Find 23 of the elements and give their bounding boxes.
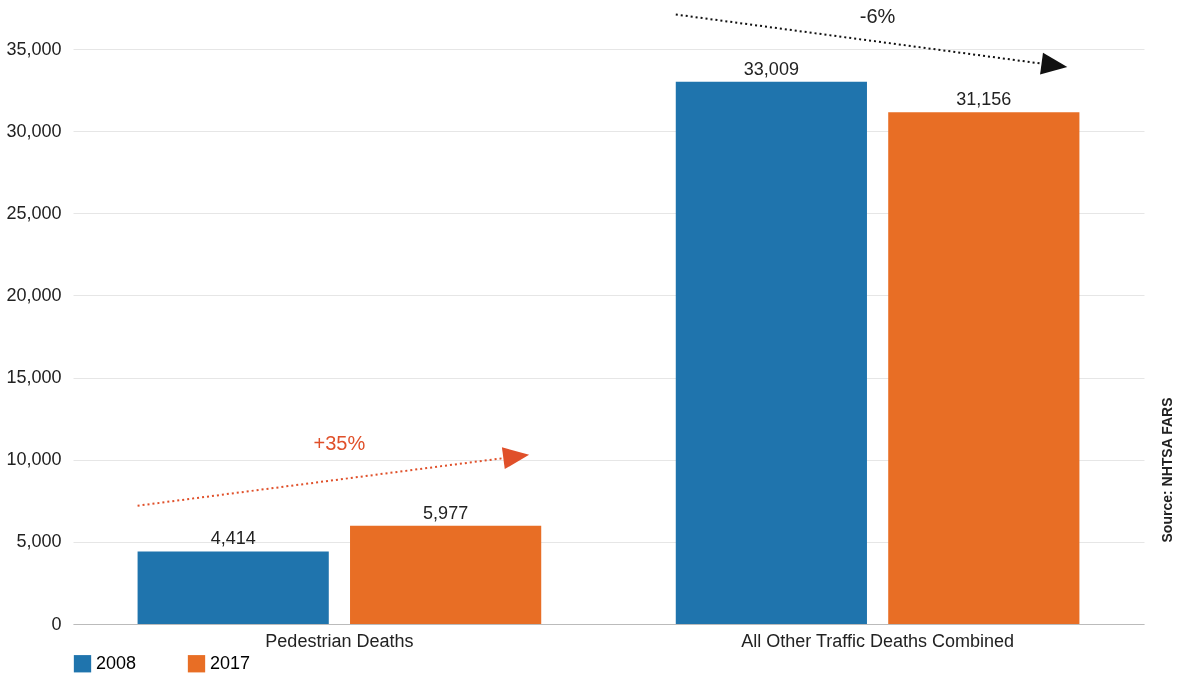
- data-label: 5,977: [423, 502, 469, 523]
- y-tick-label: 20,000: [6, 284, 62, 305]
- bar: [888, 112, 1080, 624]
- x-tick-label: Pedestrian Deaths: [265, 630, 414, 651]
- data-label: 31,156: [956, 89, 1012, 110]
- y-tick-label: 25,000: [6, 202, 62, 223]
- legend-label: 2008: [96, 652, 137, 673]
- bar: [675, 81, 867, 624]
- bar: [137, 551, 329, 624]
- data-label: 4,414: [210, 528, 256, 549]
- source-note: Source: NHTSA FARS: [1159, 397, 1175, 543]
- bar: [350, 525, 542, 624]
- annotation: +35%: [313, 431, 366, 454]
- legend-label: 2017: [210, 652, 251, 673]
- x-tick-label: All Other Traffic Deaths Combined: [741, 630, 1014, 651]
- text: -6%: [859, 4, 896, 27]
- y-tick-label: 15,000: [6, 367, 62, 388]
- y-tick-label: 10,000: [6, 449, 62, 470]
- y-tick-label: 35,000: [6, 38, 62, 59]
- y-tick-label: 0: [51, 613, 62, 634]
- y-tick-label: 5,000: [16, 531, 62, 552]
- y-tick-label: 30,000: [6, 120, 62, 141]
- data-label: 33,009: [743, 58, 799, 79]
